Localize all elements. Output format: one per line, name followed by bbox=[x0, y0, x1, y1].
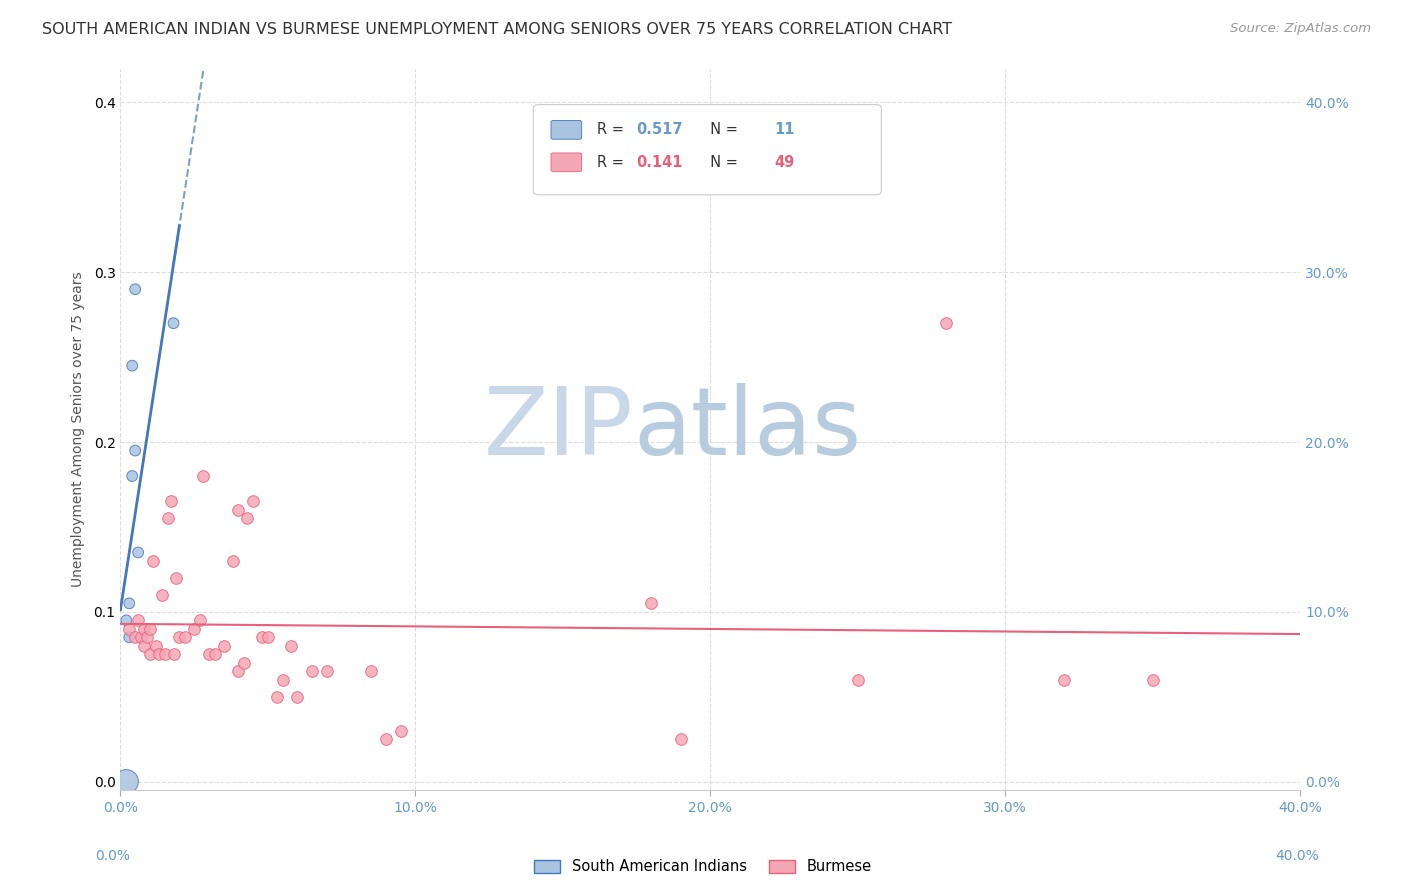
Text: 0.141: 0.141 bbox=[636, 155, 682, 169]
Point bbox=[159, 494, 181, 508]
Point bbox=[162, 648, 184, 662]
Point bbox=[315, 665, 337, 679]
Point bbox=[127, 545, 149, 559]
Point bbox=[236, 511, 259, 525]
Point bbox=[389, 723, 412, 738]
Point bbox=[301, 665, 323, 679]
Point bbox=[166, 571, 188, 585]
Point bbox=[136, 630, 159, 644]
Point bbox=[669, 732, 692, 747]
Point bbox=[118, 622, 141, 636]
Point bbox=[233, 656, 256, 670]
Point bbox=[287, 690, 309, 704]
Text: SOUTH AMERICAN INDIAN VS BURMESE UNEMPLOYMENT AMONG SENIORS OVER 75 YEARS CORREL: SOUTH AMERICAN INDIAN VS BURMESE UNEMPLO… bbox=[42, 22, 952, 37]
Point bbox=[1053, 673, 1076, 687]
Point bbox=[153, 648, 176, 662]
Point bbox=[124, 630, 146, 644]
Point bbox=[250, 630, 273, 644]
Point bbox=[121, 359, 143, 373]
Text: atlas: atlas bbox=[634, 384, 862, 475]
Y-axis label: Unemployment Among Seniors over 75 years: Unemployment Among Seniors over 75 years bbox=[72, 271, 86, 587]
Point bbox=[212, 639, 235, 653]
Point bbox=[640, 596, 662, 610]
Text: ZIP: ZIP bbox=[484, 384, 634, 475]
Point bbox=[139, 622, 162, 636]
Text: 40.0%: 40.0% bbox=[1275, 849, 1319, 863]
Point bbox=[124, 282, 146, 296]
Point bbox=[935, 316, 957, 330]
Text: 0.517: 0.517 bbox=[636, 122, 682, 137]
Point bbox=[132, 639, 155, 653]
Point bbox=[228, 503, 250, 517]
Text: N =: N = bbox=[700, 155, 742, 169]
Text: N =: N = bbox=[700, 122, 742, 137]
Point bbox=[121, 469, 143, 483]
Point bbox=[221, 554, 243, 568]
Legend: South American Indians, Burmese: South American Indians, Burmese bbox=[529, 854, 877, 880]
Point bbox=[139, 648, 162, 662]
Point bbox=[1142, 673, 1164, 687]
Point bbox=[115, 613, 138, 627]
Point bbox=[257, 630, 280, 644]
Point bbox=[156, 511, 179, 525]
Point bbox=[148, 648, 170, 662]
Point bbox=[150, 588, 173, 602]
Text: R =: R = bbox=[598, 122, 628, 137]
Point bbox=[228, 665, 250, 679]
Point bbox=[162, 316, 184, 330]
Text: 11: 11 bbox=[773, 122, 794, 137]
Point bbox=[118, 596, 141, 610]
Text: 0.0%: 0.0% bbox=[96, 849, 131, 863]
FancyBboxPatch shape bbox=[551, 120, 582, 139]
Point bbox=[174, 630, 197, 644]
Point bbox=[280, 639, 302, 653]
Point bbox=[242, 494, 264, 508]
Point bbox=[145, 639, 167, 653]
Point bbox=[846, 673, 869, 687]
Point bbox=[129, 630, 152, 644]
FancyBboxPatch shape bbox=[551, 153, 582, 172]
Point bbox=[127, 613, 149, 627]
Point bbox=[266, 690, 288, 704]
Point bbox=[142, 554, 165, 568]
Point bbox=[118, 630, 141, 644]
FancyBboxPatch shape bbox=[533, 104, 882, 194]
Point bbox=[374, 732, 396, 747]
Point bbox=[204, 648, 226, 662]
Point bbox=[115, 774, 138, 789]
Point bbox=[191, 469, 214, 483]
Text: 49: 49 bbox=[773, 155, 794, 169]
Point bbox=[124, 443, 146, 458]
Point bbox=[188, 613, 211, 627]
Point bbox=[271, 673, 294, 687]
Point bbox=[198, 648, 221, 662]
Point bbox=[360, 665, 382, 679]
Point bbox=[169, 630, 191, 644]
Text: R =: R = bbox=[598, 155, 628, 169]
Text: Source: ZipAtlas.com: Source: ZipAtlas.com bbox=[1230, 22, 1371, 36]
Point bbox=[183, 622, 205, 636]
Point bbox=[132, 622, 155, 636]
